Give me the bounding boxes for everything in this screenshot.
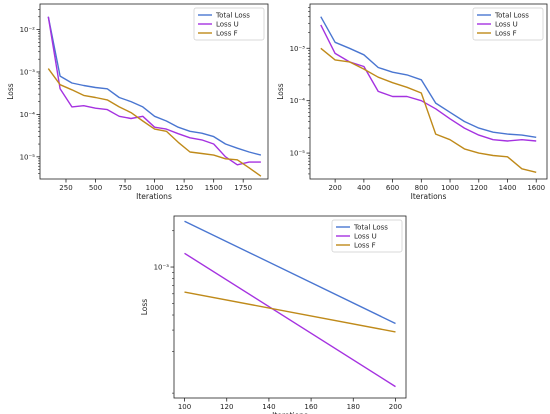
chart-panel-3: 10⁻³ 100 120 140 160 180 200 Iterations Loss Tota… (140, 215, 407, 414)
legend-label: Total Loss (494, 12, 529, 20)
x-tick-label: 250 (59, 184, 72, 192)
chart-panel-1: 10⁻⁵ 10⁻⁴ 10⁻³ 10⁻² 250 500 750 1000 1250 1500 175… (6, 3, 269, 201)
x-tick-label: 140 (262, 403, 275, 411)
x-tick-label: 1750 (234, 184, 252, 192)
x-tick-label: 500 (89, 184, 102, 192)
series-line-total (184, 220, 396, 325)
x-tick-label: 800 (415, 184, 428, 192)
legend-box (331, 219, 403, 253)
chart-panel-2: 10⁻⁵ 10⁻⁴ 10⁻³ 200 400 600 800 1000 1200 1400 1600… (276, 3, 548, 201)
legend-label: Loss F (354, 242, 376, 250)
x-tick-label: 1000 (146, 184, 164, 192)
x-axis-label: Iterations (411, 192, 447, 201)
x-tick-label: 750 (118, 184, 131, 192)
legend-label: Loss F (216, 30, 238, 38)
x-axis-label: Iterations (136, 192, 172, 201)
series-line-f (184, 291, 396, 333)
series-line-f (47, 68, 262, 177)
y-tick-label: 10⁻⁵ (20, 153, 36, 161)
y-tick-label: 10⁻³ (154, 264, 170, 272)
x-tick-label: 200 (328, 184, 341, 192)
x-tick-label: 1500 (205, 184, 223, 192)
x-tick-label: 120 (220, 403, 233, 411)
y-axis-label: Loss (6, 83, 15, 100)
plot-area-frame (39, 3, 269, 180)
series-line-f (320, 47, 537, 173)
x-tick-label: 400 (357, 184, 370, 192)
legend-label: Total Loss (353, 224, 388, 232)
x-tick-label: 180 (347, 403, 360, 411)
x-tick-label: 1600 (527, 184, 545, 192)
series-line-u (184, 252, 396, 388)
x-tick-label: 600 (386, 184, 399, 192)
x-axis-label: Iterations (272, 411, 308, 414)
legend-box (472, 7, 544, 41)
x-tick-label: 1250 (175, 184, 193, 192)
plot-area-frame (173, 215, 407, 399)
x-tick-label: 200 (389, 403, 402, 411)
series-line-u (47, 16, 261, 166)
y-axis-label: Loss (276, 83, 285, 100)
y-tick-label: 10⁻³ (290, 45, 306, 53)
x-tick-label: 1000 (441, 184, 459, 192)
x-tick-label: 100 (178, 403, 191, 411)
series-line-u (320, 24, 537, 142)
x-tick-label: 1200 (470, 184, 488, 192)
plot-area-frame (309, 3, 548, 180)
x-tick-label: 160 (304, 403, 317, 411)
y-tick-label: 10⁻² (20, 26, 36, 34)
y-tick-label: 10⁻⁵ (290, 150, 306, 158)
series-line-total (47, 16, 262, 156)
legend-label: Loss U (495, 21, 518, 29)
legend-label: Total Loss (215, 12, 250, 20)
legend-label: Loss U (216, 21, 239, 29)
legend-box (193, 7, 265, 41)
y-axis-label: Loss (140, 299, 149, 316)
y-tick-label: 10⁻⁴ (20, 111, 36, 119)
series-line-total (320, 16, 537, 138)
x-tick-label: 1400 (499, 184, 517, 192)
y-tick-label: 10⁻³ (20, 68, 36, 76)
y-tick-label: 10⁻⁴ (290, 97, 306, 105)
legend-label: Loss U (354, 233, 377, 241)
legend-label: Loss F (495, 30, 517, 38)
